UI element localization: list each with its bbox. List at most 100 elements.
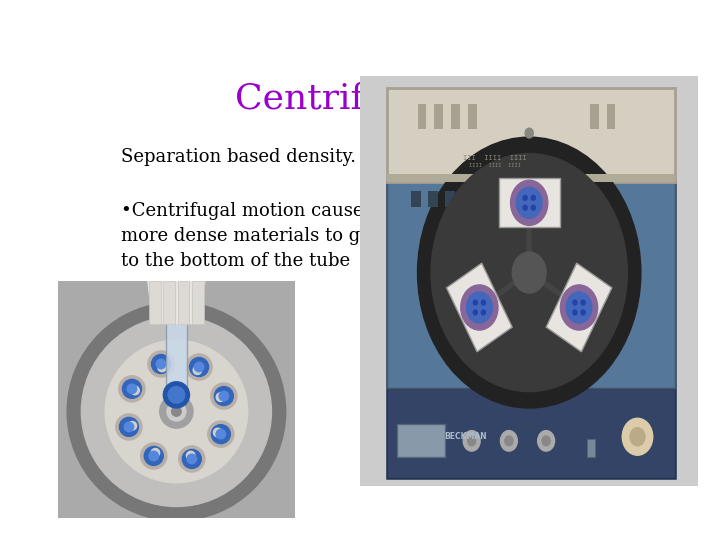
Circle shape (630, 428, 645, 446)
Circle shape (140, 443, 167, 469)
Polygon shape (148, 281, 205, 323)
Text: III  IIII  IIII: III IIII IIII (464, 154, 527, 161)
Circle shape (119, 376, 145, 402)
Bar (166, 316, 187, 400)
Bar (192, 281, 204, 323)
Circle shape (194, 362, 204, 372)
Circle shape (473, 310, 477, 315)
Circle shape (573, 310, 577, 315)
Bar (397, 424, 445, 457)
Circle shape (167, 402, 186, 421)
Circle shape (461, 285, 498, 330)
Circle shape (144, 447, 163, 465)
Circle shape (193, 366, 202, 374)
Bar (418, 104, 426, 129)
Circle shape (156, 359, 166, 369)
Bar (387, 388, 675, 478)
Circle shape (211, 383, 237, 409)
Circle shape (67, 302, 286, 521)
Circle shape (212, 424, 230, 444)
Circle shape (179, 446, 205, 472)
Text: BECKMAN: BECKMAN (445, 432, 487, 441)
Circle shape (219, 392, 229, 401)
Circle shape (581, 300, 585, 305)
Circle shape (186, 354, 212, 380)
Circle shape (128, 422, 137, 430)
Circle shape (120, 417, 138, 436)
Circle shape (158, 363, 166, 372)
Circle shape (581, 310, 585, 315)
Circle shape (525, 128, 534, 138)
Circle shape (116, 414, 142, 440)
Circle shape (531, 195, 535, 200)
Circle shape (216, 393, 225, 401)
Circle shape (182, 449, 202, 468)
Circle shape (189, 357, 209, 376)
Polygon shape (387, 174, 675, 183)
Bar (163, 281, 175, 323)
Circle shape (516, 187, 542, 218)
Circle shape (473, 300, 477, 305)
Circle shape (105, 340, 248, 483)
Circle shape (531, 205, 535, 210)
Bar (451, 104, 460, 129)
Circle shape (431, 153, 627, 392)
Circle shape (213, 428, 222, 437)
Circle shape (566, 292, 592, 323)
Bar (590, 104, 598, 129)
Circle shape (151, 449, 160, 457)
Circle shape (81, 316, 271, 507)
Circle shape (513, 252, 546, 293)
Circle shape (127, 384, 137, 394)
Circle shape (560, 285, 598, 330)
Bar (428, 191, 438, 207)
Circle shape (208, 421, 234, 447)
Circle shape (186, 451, 195, 460)
Circle shape (573, 300, 577, 305)
Circle shape (510, 180, 548, 225)
Circle shape (482, 300, 485, 305)
Bar (607, 104, 616, 129)
Circle shape (215, 387, 233, 406)
Circle shape (216, 429, 225, 439)
Circle shape (124, 422, 134, 431)
Bar (149, 281, 161, 323)
Circle shape (160, 395, 193, 428)
Bar (434, 104, 443, 129)
Circle shape (168, 387, 185, 403)
Bar (445, 191, 455, 207)
Circle shape (122, 379, 141, 399)
Bar (410, 191, 421, 207)
Circle shape (523, 205, 527, 210)
Circle shape (505, 436, 513, 446)
Circle shape (467, 292, 492, 323)
Polygon shape (499, 178, 559, 227)
Circle shape (151, 355, 171, 374)
Bar (387, 183, 675, 478)
Text: •Centrifugal motion causes
more dense materials to go
to the bottom of the tube: •Centrifugal motion causes more dense ma… (121, 202, 372, 270)
Polygon shape (446, 263, 512, 352)
Circle shape (538, 430, 554, 451)
Text: Separation based density.: Separation based density. (121, 148, 356, 166)
Circle shape (523, 195, 527, 200)
Circle shape (187, 454, 197, 464)
Circle shape (622, 418, 653, 455)
Circle shape (463, 430, 480, 451)
Bar (178, 281, 189, 323)
Bar (387, 183, 675, 388)
Text: IIII  IIII  IIII: IIII IIII IIII (469, 164, 521, 168)
Circle shape (542, 436, 550, 446)
Circle shape (482, 310, 485, 315)
Circle shape (418, 137, 641, 408)
Circle shape (131, 386, 140, 395)
Circle shape (163, 382, 189, 408)
Circle shape (149, 451, 158, 461)
Circle shape (148, 351, 174, 377)
Bar (462, 191, 472, 207)
Polygon shape (387, 88, 675, 183)
Circle shape (171, 407, 181, 416)
Text: Centrifugation: Centrifugation (235, 82, 503, 116)
Circle shape (500, 430, 518, 451)
Circle shape (467, 436, 476, 446)
Polygon shape (546, 263, 612, 352)
